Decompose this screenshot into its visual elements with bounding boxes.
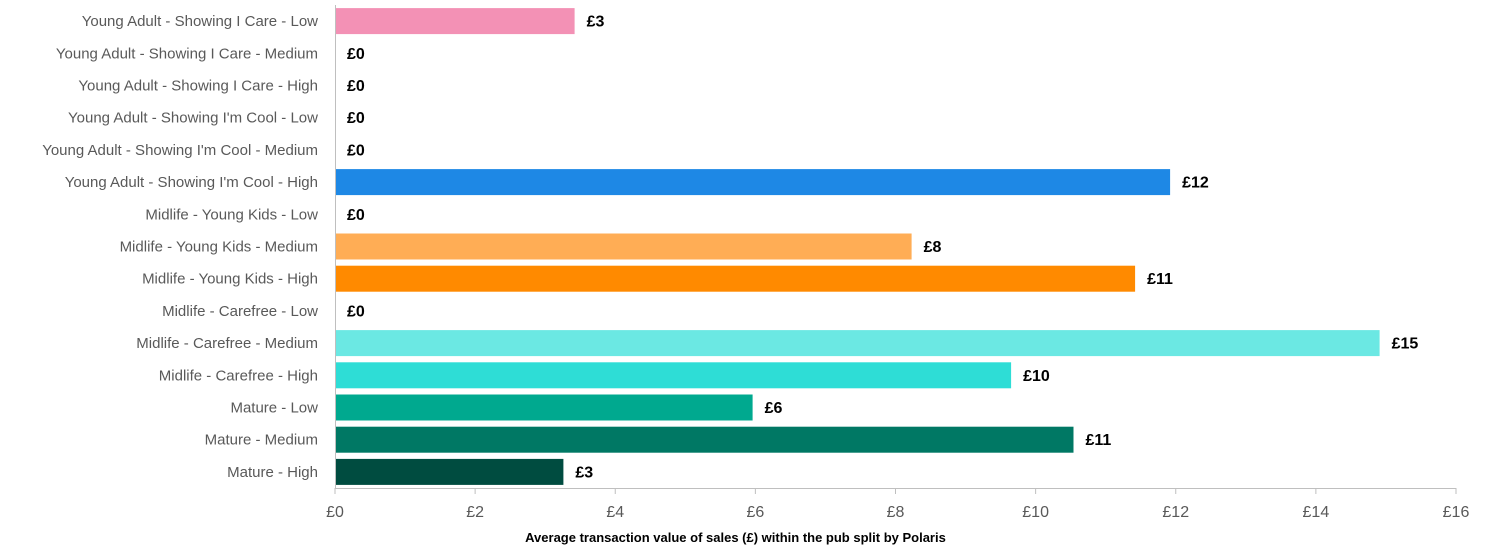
bar [336, 8, 575, 35]
data-label: £11 [1086, 432, 1112, 449]
x-tick-label: £8 [887, 504, 905, 521]
data-label: £0 [347, 142, 365, 159]
x-tick-label: £0 [326, 504, 344, 521]
bar [336, 458, 564, 485]
x-tick-label: £14 [1303, 504, 1330, 521]
x-axis-title: Average transaction value of sales (£) w… [525, 530, 946, 545]
data-label: £0 [347, 303, 365, 320]
data-label: £0 [347, 110, 365, 127]
data-label: £3 [575, 464, 593, 481]
bar [336, 426, 1074, 453]
data-label: £6 [765, 400, 783, 417]
category-label: Young Adult - Showing I'm Cool - Low [68, 110, 318, 127]
data-label: £0 [347, 207, 365, 224]
category-label: Mature - Low [230, 400, 318, 417]
x-tick-label: £16 [1443, 504, 1470, 521]
data-labels: £3 £0 £0 £0 £0 £12 £0 £8 £11 £0 £15 £10 £6 £11 £3 [347, 14, 1418, 482]
bar [336, 169, 1171, 196]
category-label: Young Adult - Showing I Care - Medium [56, 45, 318, 62]
bar [336, 265, 1136, 292]
x-tick-label: £12 [1162, 504, 1189, 521]
category-label: Mature - High [227, 464, 318, 481]
data-label: £10 [1023, 368, 1050, 385]
x-tick-labels: £0 £2 £4 £6 £8 £10 £12 £14 £16 [326, 504, 1469, 521]
bar [336, 394, 753, 421]
data-label: £0 [347, 46, 365, 63]
category-label: Midlife - Young Kids - Medium [120, 239, 318, 256]
x-tick-label: £6 [746, 504, 764, 521]
category-label: Midlife - Carefree - Low [162, 303, 318, 320]
category-label: Young Adult - Showing I Care - High [78, 78, 318, 95]
data-label: £11 [1147, 271, 1173, 288]
bar [336, 362, 1012, 389]
category-label: Midlife - Carefree - High [159, 367, 318, 384]
bar [336, 233, 912, 260]
axes [334, 5, 1457, 494]
x-tick-label: £2 [466, 504, 484, 521]
category-label: Midlife - Carefree - Medium [136, 335, 318, 352]
data-label: £8 [924, 239, 942, 256]
bars [336, 8, 1380, 485]
category-label: Midlife - Young Kids - High [142, 271, 318, 288]
data-label: £15 [1392, 336, 1419, 353]
category-label: Young Adult - Showing I Care - Low [82, 13, 318, 30]
category-label: Young Adult - Showing I'm Cool - High [65, 174, 318, 191]
bar [336, 330, 1380, 357]
data-label: £12 [1182, 175, 1209, 192]
category-label: Mature - Medium [205, 432, 318, 449]
category-label: Young Adult - Showing I'm Cool - Medium [42, 142, 318, 159]
x-tick-label: £10 [1022, 504, 1049, 521]
data-label: £3 [587, 14, 605, 31]
data-label: £0 [347, 78, 365, 95]
x-tick-label: £4 [606, 504, 624, 521]
category-labels: Young Adult - Showing I Care - Low Young … [42, 13, 318, 481]
category-label: Midlife - Young Kids - Low [145, 206, 318, 223]
